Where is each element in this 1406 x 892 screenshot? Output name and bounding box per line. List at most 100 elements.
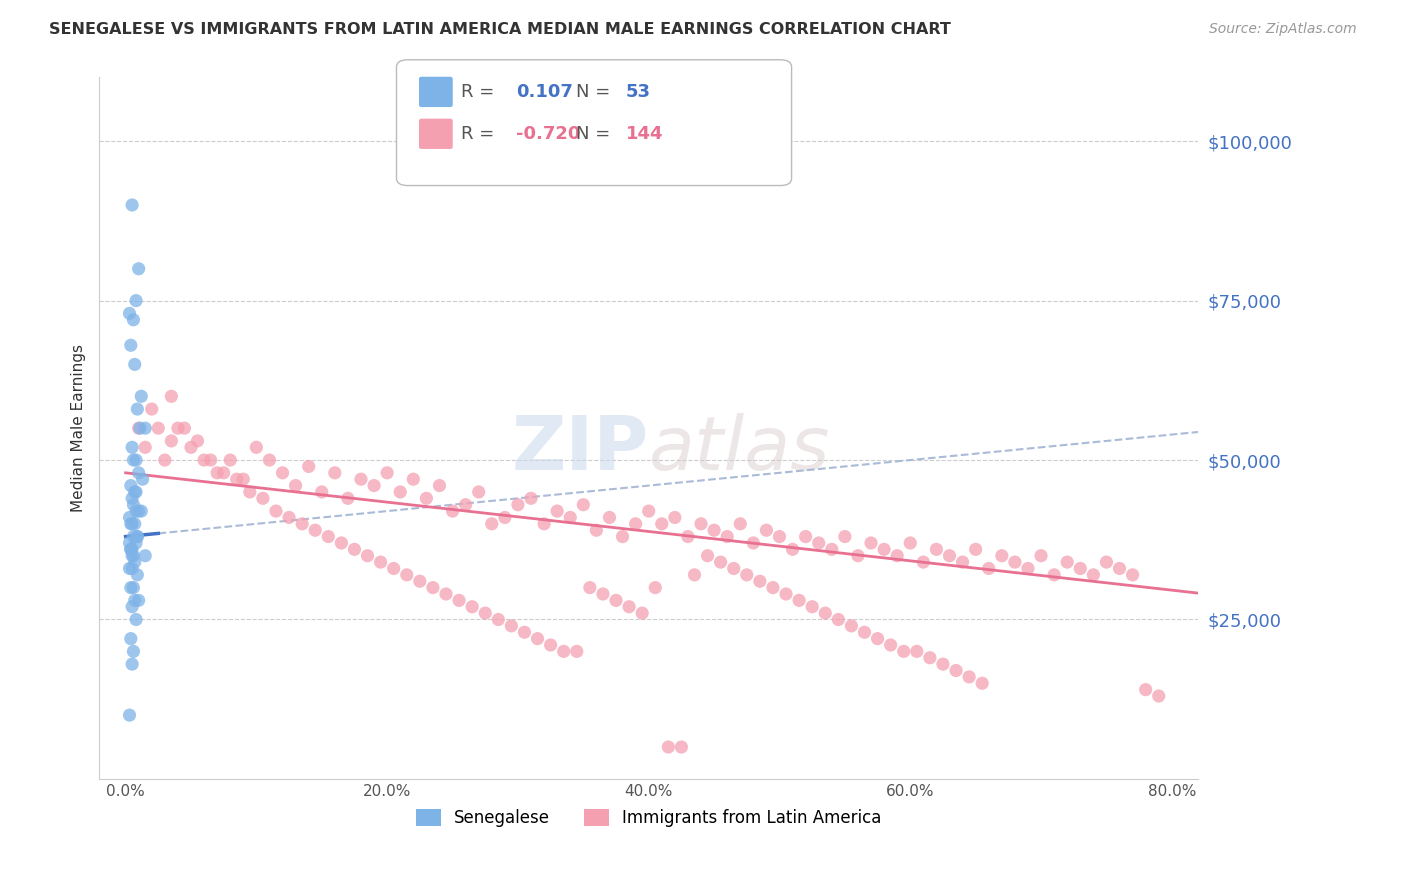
Point (506, 498, 529, 512)
Point (945, 664, 967, 678)
Point (118, 510, 141, 524)
Point (122, 581, 145, 595)
Text: -0.720: -0.720 (516, 125, 581, 143)
Point (193, 453, 215, 467)
Point (316, 530, 339, 544)
Point (127, 402, 149, 417)
Point (481, 516, 503, 531)
Point (560, 510, 582, 524)
Point (723, 561, 745, 575)
Point (278, 510, 301, 524)
Point (449, 593, 471, 607)
Point (125, 293, 148, 308)
Point (180, 440, 202, 454)
Point (905, 644, 928, 658)
Text: Source: ZipAtlas.com: Source: ZipAtlas.com (1209, 22, 1357, 37)
Point (167, 421, 190, 435)
Point (205, 466, 228, 480)
Point (311, 485, 333, 500)
Point (284, 478, 307, 492)
Point (128, 504, 150, 518)
Point (225, 472, 247, 486)
Point (671, 739, 693, 754)
Point (893, 644, 915, 658)
Point (323, 466, 346, 480)
Point (122, 644, 145, 658)
Point (356, 549, 378, 563)
Point (124, 555, 146, 569)
Point (814, 606, 837, 620)
Point (703, 523, 725, 537)
Text: 0.107: 0.107 (516, 83, 572, 101)
Point (991, 549, 1014, 563)
Point (129, 421, 152, 435)
Point (121, 599, 143, 614)
Point (409, 574, 432, 589)
Point (624, 516, 647, 531)
Point (461, 599, 484, 614)
Point (160, 389, 183, 403)
Point (592, 587, 614, 601)
Point (148, 421, 170, 435)
Point (186, 434, 208, 448)
Point (631, 606, 654, 620)
Point (336, 491, 359, 506)
Point (841, 619, 863, 633)
Point (124, 485, 146, 500)
Point (938, 549, 960, 563)
Point (389, 485, 412, 500)
Point (794, 530, 817, 544)
Point (129, 389, 152, 403)
Point (304, 523, 326, 537)
Point (585, 523, 607, 537)
Point (1083, 567, 1105, 582)
Point (735, 567, 758, 582)
Point (972, 676, 994, 690)
Point (1069, 561, 1091, 575)
Point (860, 536, 883, 550)
Point (128, 593, 150, 607)
Point (683, 567, 706, 582)
Point (801, 599, 824, 614)
Point (122, 312, 145, 326)
Point (128, 421, 150, 435)
Point (121, 542, 143, 557)
Point (494, 510, 516, 524)
Point (120, 516, 142, 531)
Point (121, 561, 143, 575)
Point (422, 581, 444, 595)
Point (291, 516, 314, 531)
Point (1056, 555, 1078, 569)
Point (160, 434, 183, 448)
Point (565, 644, 588, 658)
Point (370, 555, 392, 569)
Point (173, 421, 195, 435)
Point (128, 466, 150, 480)
Point (120, 338, 142, 352)
Point (873, 542, 896, 557)
Point (122, 453, 145, 467)
Point (330, 536, 353, 550)
Point (252, 491, 274, 506)
Point (676, 530, 699, 544)
Point (124, 358, 146, 372)
Point (200, 453, 222, 467)
Point (467, 485, 489, 500)
Point (271, 466, 294, 480)
Point (932, 657, 955, 672)
Point (546, 504, 568, 518)
Point (787, 593, 810, 607)
Point (120, 632, 142, 646)
Point (121, 440, 143, 454)
Point (1095, 555, 1118, 569)
Point (696, 549, 718, 563)
Point (513, 625, 536, 640)
Point (232, 472, 254, 486)
Point (343, 542, 366, 557)
Point (1147, 689, 1170, 703)
Point (125, 536, 148, 550)
Text: 144: 144 (626, 125, 664, 143)
Point (121, 516, 143, 531)
Legend: Senegalese, Immigrants from Latin America: Senegalese, Immigrants from Latin Americ… (409, 802, 889, 834)
Point (1017, 561, 1039, 575)
